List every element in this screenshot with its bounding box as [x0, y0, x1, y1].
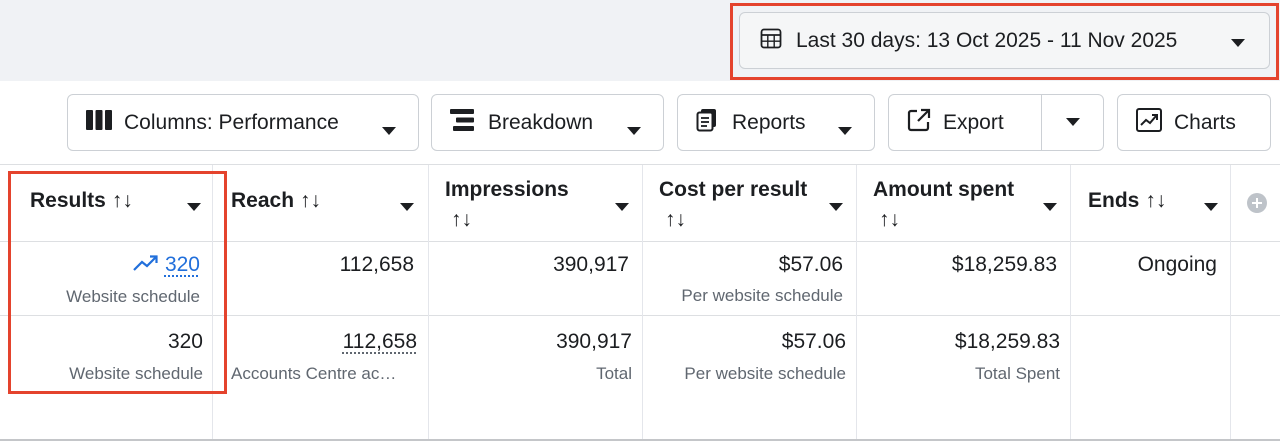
- row2-reach[interactable]: 112,658: [214, 330, 417, 354]
- sort-icon[interactable]: ↑↓: [879, 208, 900, 231]
- row2-cost-per-result-sub: Per website schedule: [684, 364, 846, 383]
- export-options-button[interactable]: [1042, 94, 1104, 151]
- charts-label: Charts: [1174, 110, 1236, 134]
- columns-button[interactable]: Columns: Performance: [67, 94, 419, 151]
- header-impressions[interactable]: Impressions: [445, 178, 569, 202]
- export-label: Export: [943, 110, 1004, 134]
- row1-amount-spent: $18,259.83: [951, 253, 1057, 276]
- caret-down-icon: [1231, 35, 1245, 53]
- columns-label: Columns: Performance: [124, 110, 339, 134]
- column-divider: [642, 165, 643, 439]
- row1-results-sub: Website schedule: [66, 287, 200, 306]
- add-column-icon[interactable]: [1247, 193, 1267, 213]
- date-range-label: Last 30 days: 13 Oct 2025 - 11 Nov 2025: [796, 28, 1178, 52]
- reports-icon: [696, 108, 720, 138]
- columns-icon: [86, 109, 112, 136]
- caret-down-icon: [382, 118, 396, 142]
- reports-label: Reports: [732, 110, 806, 134]
- caret-down-icon: [627, 118, 641, 142]
- header-amount-spent-dropdown-icon[interactable]: [1043, 199, 1057, 211]
- row2-reach-value[interactable]: 112,658: [342, 330, 417, 353]
- breakdown-button[interactable]: Breakdown: [431, 94, 664, 151]
- row1-impressions: 390,917: [553, 253, 629, 276]
- header-results[interactable]: Results ↑↓: [30, 189, 133, 213]
- row1-cost-per-result: $57.06: [778, 253, 843, 276]
- header-reach-dropdown-icon[interactable]: [400, 199, 414, 211]
- column-divider: [1070, 165, 1071, 439]
- row2-reach-sub: Accounts Centre ac…: [231, 364, 397, 383]
- table-bottom-border: [0, 439, 1280, 441]
- caret-down-icon: [838, 118, 852, 142]
- header-results-label: Results: [30, 189, 106, 212]
- row-divider: [0, 315, 1280, 316]
- column-divider: [212, 165, 213, 439]
- table-top-border: [0, 164, 1280, 165]
- charts-button[interactable]: Charts: [1117, 94, 1271, 151]
- row2-amount-spent-sub: Total Spent: [974, 364, 1060, 383]
- header-divider: [0, 241, 1280, 242]
- row2-cost-per-result: $57.06: [781, 330, 846, 353]
- row2-impressions-sub: Total: [596, 364, 632, 383]
- header-amount-spent[interactable]: Amount spent: [873, 178, 1014, 202]
- date-range-button[interactable]: Last 30 days: 13 Oct 2025 - 11 Nov 2025: [739, 12, 1270, 69]
- breakdown-label: Breakdown: [488, 110, 594, 134]
- row1-results-value[interactable]: 320: [164, 253, 200, 276]
- row1-results[interactable]: 320: [12, 253, 200, 277]
- breakdown-icon: [450, 108, 476, 137]
- header-ends-label: Ends: [1088, 189, 1140, 212]
- row2-results: 320: [167, 330, 203, 353]
- row1-cost-per-result-sub: Per website schedule: [681, 286, 843, 305]
- header-amount-spent-label: Amount spent: [873, 178, 1015, 201]
- trend-up-icon: [133, 253, 159, 277]
- sort-icon[interactable]: ↑↓: [665, 208, 686, 231]
- caret-down-icon: [1066, 114, 1080, 132]
- export-icon: [907, 108, 931, 138]
- reports-button[interactable]: Reports: [677, 94, 875, 151]
- header-results-dropdown-icon[interactable]: [187, 199, 201, 211]
- header-impressions-dropdown-icon[interactable]: [615, 199, 629, 211]
- header-cost-per-result-label: Cost per result: [659, 178, 808, 201]
- export-button[interactable]: Export: [888, 94, 1104, 151]
- header-reach[interactable]: Reach ↑↓: [231, 189, 321, 213]
- column-divider: [428, 165, 429, 439]
- header-reach-label: Reach: [231, 189, 295, 212]
- header-cost-per-result[interactable]: Cost per result: [659, 178, 807, 202]
- sort-icon[interactable]: ↑↓: [451, 208, 472, 231]
- export-divider: [1041, 95, 1042, 150]
- row2-results-sub: Website schedule: [69, 364, 203, 383]
- column-divider: [1230, 165, 1231, 439]
- sort-icon: ↑↓: [1145, 189, 1167, 212]
- sort-icon: ↑↓: [111, 189, 133, 212]
- header-impressions-label: Impressions: [445, 178, 569, 201]
- row2-amount-spent: $18,259.83: [954, 330, 1060, 353]
- header-ends[interactable]: Ends ↑↓: [1088, 189, 1166, 213]
- chart-line-icon: [1136, 107, 1162, 138]
- row1-ends: Ongoing: [1137, 253, 1217, 276]
- header-cost-per-result-dropdown-icon[interactable]: [829, 199, 843, 211]
- header-ends-dropdown-icon[interactable]: [1204, 199, 1218, 211]
- column-divider: [856, 165, 857, 439]
- row2-impressions: 390,917: [556, 330, 632, 353]
- row1-reach: 112,658: [339, 253, 414, 276]
- sort-icon: ↑↓: [300, 189, 322, 212]
- calendar-icon: [760, 27, 782, 54]
